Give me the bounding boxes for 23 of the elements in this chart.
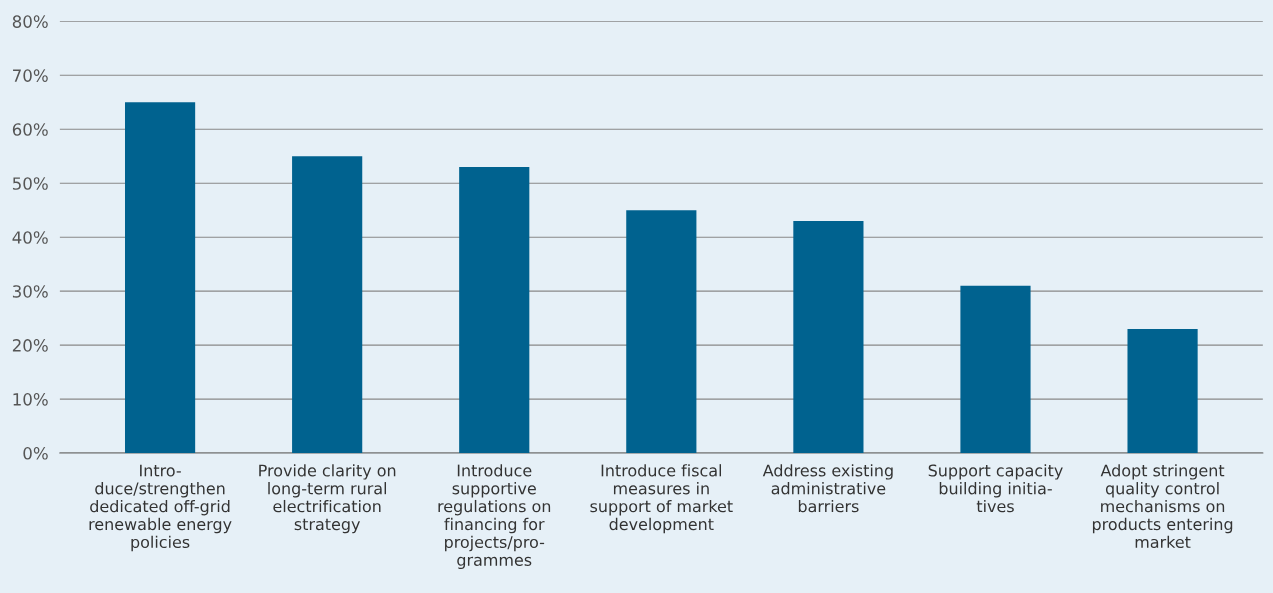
x-tick-label: Introduce fiscal measures in support of market development — [590, 464, 733, 534]
y-tick-label: 10% — [13, 393, 48, 406]
x-tick-label: Adopt stringent quality control mechanisms on products entering market — [1092, 464, 1233, 549]
y-tick-label: 50% — [12, 177, 48, 190]
y-tick-label: 0% — [23, 447, 48, 460]
y-tick-label: 80% — [12, 15, 48, 28]
bar — [1127, 328, 1198, 454]
y-tick-label: 20% — [12, 339, 48, 352]
bar — [292, 156, 363, 454]
y-tick-label: 70% — [13, 69, 48, 82]
x-tick-label: Address existing administrative barriers — [762, 464, 893, 513]
x-tick-label: Support capacity building initia- tives — [928, 464, 1063, 513]
x-tick-label: Provide clarity on long-term rural electrification strategy — [259, 464, 396, 534]
bar — [793, 221, 864, 454]
bar — [626, 210, 697, 454]
x-tick-label: Introduce supportive regulations on financing for projects/pro- grammes — [438, 464, 551, 570]
x-tick-label: Intro- duce/strengthen dedicated off-grid renewable energy policies — [89, 464, 232, 552]
y-tick-label: 30% — [12, 285, 48, 298]
bar — [960, 285, 1031, 454]
y-tick-label: 40% — [12, 231, 48, 244]
bar — [459, 167, 530, 454]
bar — [124, 102, 196, 454]
y-tick-label: 60% — [12, 123, 48, 136]
